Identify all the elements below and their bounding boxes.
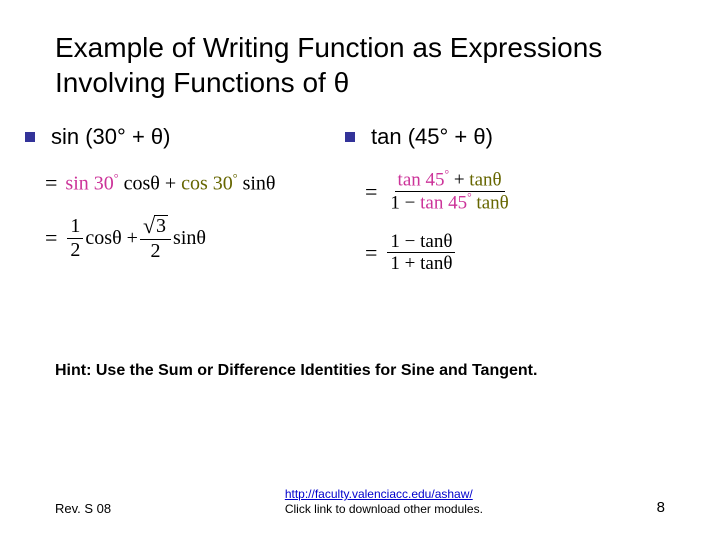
fraction-half: 1 2 <box>67 216 83 261</box>
right-header: tan (45° + θ) <box>371 124 493 150</box>
left-eq1: = sin 30° cosθ + cos 30° sinθ <box>45 170 345 196</box>
sqrt-icon: √3 <box>143 214 168 237</box>
right-eq2: = 1 − tanθ 1 + tanθ <box>365 232 665 275</box>
hint-text: Hint: Use the Sum or Difference Identiti… <box>55 362 665 380</box>
left-eq2: = 1 2 cosθ + √3 <box>45 214 345 262</box>
footer-center: http://faculty.valenciacc.edu/ashaw/ Cli… <box>285 486 483 516</box>
footer-subtext: Click link to download other modules. <box>285 502 483 516</box>
slide-title: Example of Writing Function as Expressio… <box>55 30 665 100</box>
footer-link[interactable]: http://faculty.valenciacc.edu/ashaw/ <box>285 487 473 501</box>
fraction-simplified: 1 − tanθ 1 + tanθ <box>387 232 455 275</box>
right-bullet-row: tan (45° + θ) <box>345 124 665 150</box>
left-header: sin (30° + θ) <box>51 124 170 150</box>
page-number: 8 <box>657 499 665 516</box>
left-eq1-term1: sin 30 <box>65 172 113 194</box>
fraction-tan45: tan 45° + tanθ 1 − tan 45° tanθ <box>387 170 511 214</box>
right-column: tan (45° + θ) = tan 45° + tanθ 1 − tan 4… <box>375 124 665 292</box>
left-column: sin (30° + θ) = sin 30° cosθ + cos 30° s… <box>55 124 345 292</box>
left-eq1-term2: cos 30 <box>181 172 233 194</box>
left-equations: = sin 30° cosθ + cos 30° sinθ = 1 2 cosθ… <box>45 170 345 262</box>
bullet-icon <box>345 132 355 142</box>
footer-rev: Rev. S 08 <box>55 501 111 516</box>
right-eq1: = tan 45° + tanθ 1 − tan 45° tanθ <box>365 170 665 214</box>
fraction-sqrt3-2: √3 2 <box>140 214 171 262</box>
footer: Rev. S 08 http://faculty.valenciacc.edu/… <box>55 486 665 516</box>
content-columns: sin (30° + θ) = sin 30° cosθ + cos 30° s… <box>55 124 665 292</box>
left-bullet-row: sin (30° + θ) <box>25 124 345 150</box>
bullet-icon <box>25 132 35 142</box>
right-equations: = tan 45° + tanθ 1 − tan 45° tanθ = 1 − … <box>365 170 665 274</box>
